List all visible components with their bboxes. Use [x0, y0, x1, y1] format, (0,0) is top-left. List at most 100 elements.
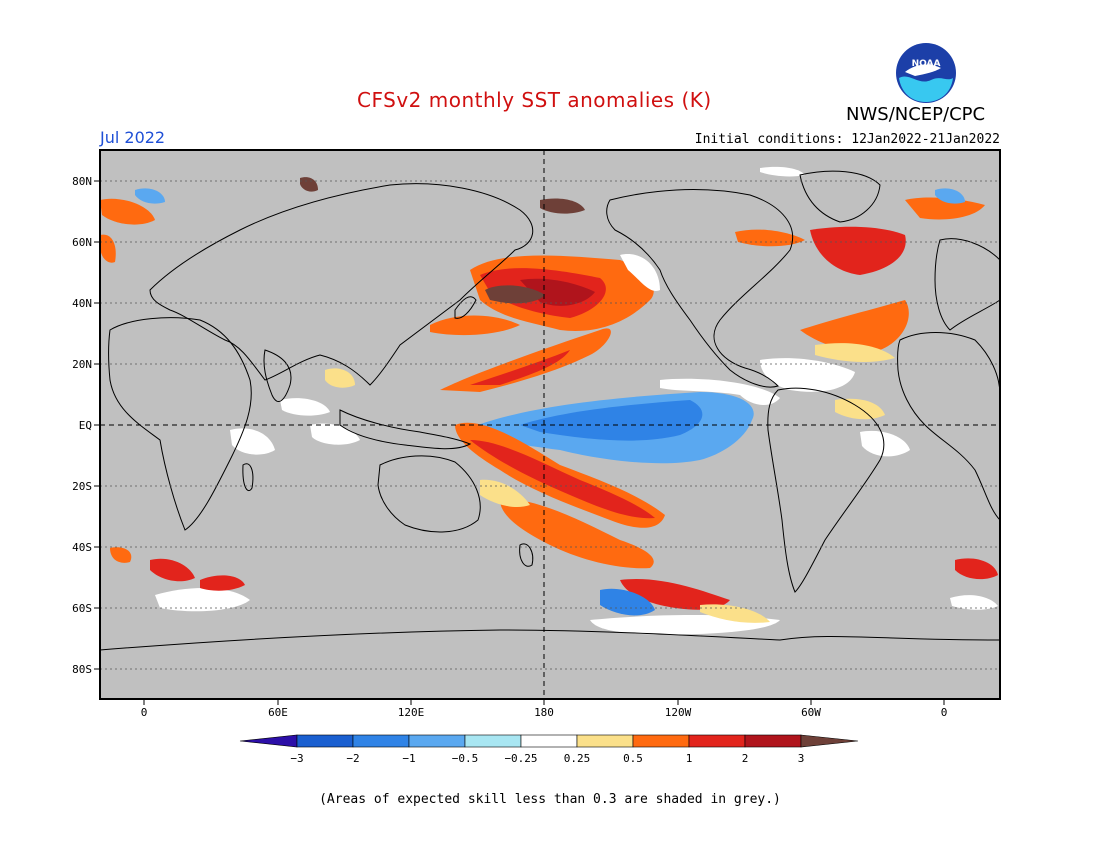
spac-lower-light [480, 479, 530, 507]
sio-red-2 [200, 575, 245, 591]
colorbar-bin [744, 734, 802, 748]
io-orange [325, 368, 355, 388]
colorbar-tick: 2 [742, 752, 749, 765]
colorbar-tick: −0.25 [504, 752, 537, 765]
arctic-white [760, 166, 805, 177]
lon-label: 60W [801, 706, 821, 719]
graticule [100, 180, 1000, 670]
so-yellow [700, 604, 770, 623]
sio-white [155, 588, 250, 612]
europe-right-coast [934, 238, 1001, 331]
s-atl-white [950, 595, 998, 610]
lat-label: EQ [79, 419, 92, 432]
lon-label: 0 [141, 706, 148, 719]
anomaly-layer [100, 166, 998, 635]
colorbar-bin [688, 734, 746, 748]
colorbar-tick: 0.25 [564, 752, 591, 765]
arctic-brown-180 [540, 198, 585, 214]
japan-coast [454, 296, 477, 319]
lat-label: 60N [72, 236, 92, 249]
npac-white [620, 254, 660, 291]
madagascar-coast [242, 463, 254, 492]
io-white-3 [310, 423, 360, 445]
lon-axis [143, 699, 945, 705]
colorbar-min-arrow [239, 734, 298, 748]
natl-north [810, 226, 906, 275]
natl-white [760, 358, 855, 392]
colorbar-tick: 1 [686, 752, 693, 765]
noaa-logo-icon: NOAA [896, 43, 956, 103]
indonesia-coast [339, 409, 472, 450]
svg-text:NOAA: NOAA [912, 59, 941, 69]
arctic-brown-70e [300, 177, 318, 192]
lat-label: 60S [72, 602, 92, 615]
natl-north-orange [735, 229, 805, 247]
colorbar-bin [632, 734, 690, 748]
colorbar [239, 734, 859, 748]
npac-brown [485, 285, 545, 304]
lat-axis [94, 180, 100, 670]
lon-label: 120W [665, 706, 692, 719]
eurasia-coast [149, 183, 534, 386]
arctic-orange-right [905, 197, 985, 220]
colorbar-tick: −3 [290, 752, 303, 765]
lat-label: 20N [72, 358, 92, 371]
colorbar-tick: −1 [402, 752, 415, 765]
colorbar-bin [464, 734, 522, 748]
north-america-coast [606, 189, 794, 388]
so-warm [620, 579, 730, 610]
arctic-blue-right [935, 188, 965, 204]
antarctica-coast [99, 629, 1001, 651]
npac-warm-red [470, 350, 570, 385]
arctic-orange-left [100, 198, 155, 225]
natl-warm [800, 300, 909, 352]
africa-right-coast [897, 332, 1001, 522]
west-edge-orange [100, 234, 116, 263]
colorbar-bin [352, 734, 410, 748]
colorbar-tick: 3 [798, 752, 805, 765]
forecast-month: Jul 2022 [100, 128, 166, 147]
npac-west-orange [430, 315, 520, 336]
colorbar-bin [576, 734, 634, 748]
s-atl-red [955, 558, 998, 580]
eq-atl-yellow [835, 398, 885, 420]
lat-label: 40S [72, 541, 92, 554]
sio-red [150, 558, 195, 582]
lon-label: 60E [268, 706, 288, 719]
spac-warm-red [470, 440, 655, 519]
lat-label: 20S [72, 480, 92, 493]
lon-label: 180 [534, 706, 554, 719]
organization-label: NWS/NCEP/CPC [846, 104, 986, 125]
new-zealand-coast [519, 543, 534, 567]
colorbar-bin [408, 734, 466, 748]
africa-coast [108, 317, 252, 531]
io-white-2 [280, 398, 330, 416]
eq-atl-white [860, 430, 910, 457]
cold-tongue-core [520, 400, 703, 441]
spac-lower [500, 499, 654, 569]
colorbar-tick: 0.5 [623, 752, 643, 765]
coastlines [99, 170, 1001, 651]
chart-title: CFSv2 monthly SST anomalies (K) [357, 88, 712, 112]
lat-label: 40N [72, 297, 92, 310]
white-around-cold [660, 378, 780, 406]
colorbar-tick: −2 [346, 752, 359, 765]
south-america-coast [767, 387, 885, 593]
npac-warm [440, 328, 611, 392]
greenland-coast [799, 170, 881, 223]
australia-coast [377, 455, 481, 533]
footnote: (Areas of expected skill less than 0.3 a… [319, 792, 781, 807]
lon-label: 120E [398, 706, 425, 719]
colorbar-bin [296, 734, 354, 748]
colorbar-bin [520, 734, 578, 748]
lat-label: 80N [72, 175, 92, 188]
colorbar-max-arrow [800, 734, 859, 748]
india-coast [263, 349, 292, 402]
lat-label: 80S [72, 663, 92, 676]
colorbar-tick: −0.5 [452, 752, 479, 765]
natl-yellow [815, 343, 895, 362]
arctic-blue-left [135, 188, 165, 204]
initial-conditions: Initial conditions: 12Jan2022-21Jan2022 [694, 132, 1000, 147]
so-cold [600, 588, 655, 616]
